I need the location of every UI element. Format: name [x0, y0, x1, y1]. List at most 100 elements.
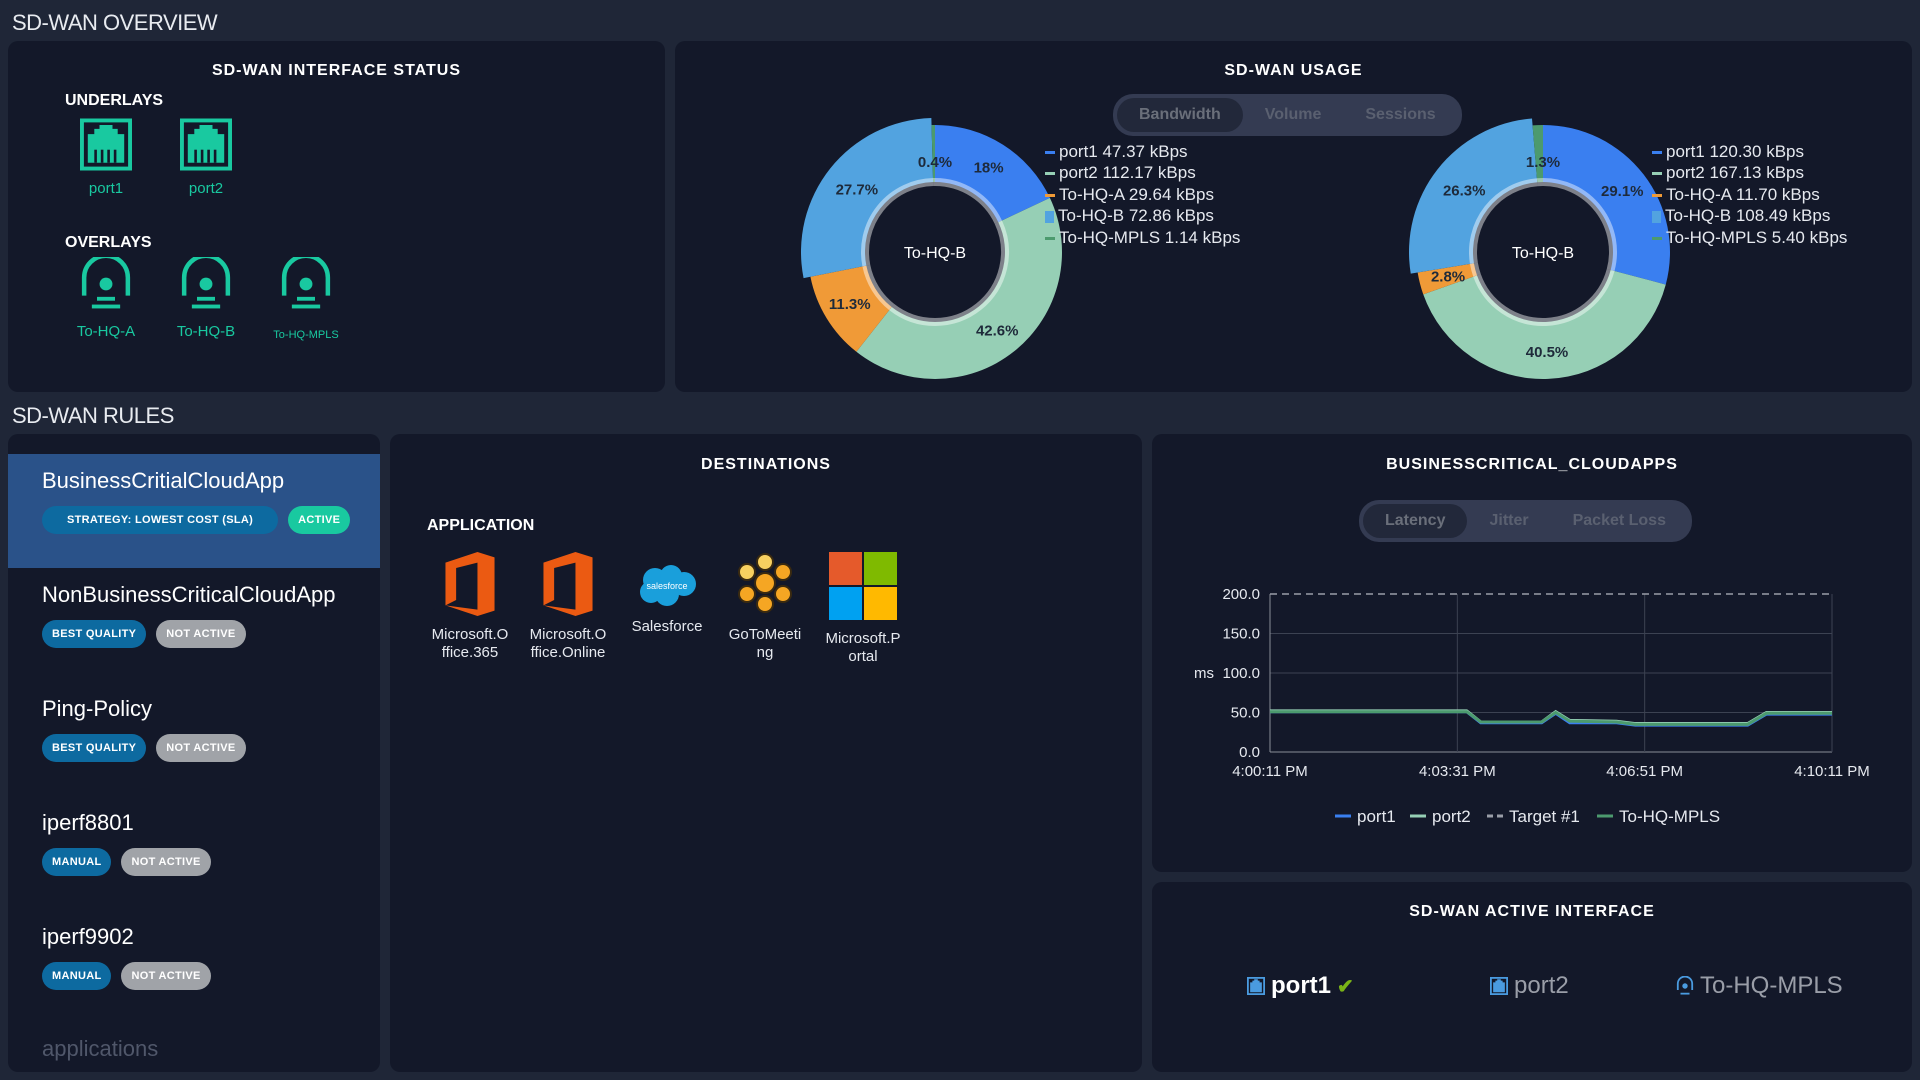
status-badge: ACTIVE: [288, 506, 351, 534]
legend-label: To-HQ-MPLS 5.40 kBps: [1666, 227, 1848, 247]
chart-legend-item[interactable]: To-HQ-MPLS: [1597, 807, 1720, 826]
legend-swatch: [1652, 236, 1662, 240]
tab-volume[interactable]: Volume: [1264, 106, 1322, 123]
y-axis-label: ms: [1194, 665, 1214, 682]
donut-inner-ring: [1469, 178, 1538, 264]
active-interface-panel: SD-WAN ACTIVE INTERFACE: [1152, 882, 1912, 1072]
chart-legend-item[interactable]: port1: [1335, 807, 1396, 826]
rule-item[interactable]: NonBusinessCriticalCloudApp BEST QUALITY…: [8, 568, 380, 682]
port-icon[interactable]: [180, 118, 232, 176]
legend-item[interactable]: To-HQ-MPLS 1.14 kBps: [1045, 227, 1240, 248]
y-tick-label: 200.0: [1222, 586, 1260, 603]
tab-sessions[interactable]: Sessions: [1365, 106, 1436, 123]
active-interface-mpls[interactable]: To-HQ-MPLS: [1676, 972, 1843, 1000]
rule-name: NonBusinessCriticalCloudApp: [42, 582, 336, 607]
legend-item[interactable]: To-HQ-MPLS 5.40 kBps: [1652, 227, 1847, 248]
status-badge: NOT ACTIVE: [156, 734, 246, 762]
slice-percent-label: 11.3%: [829, 296, 871, 313]
legend-swatch: [1045, 151, 1055, 155]
legend-item[interactable]: To-HQ-B 72.86 kBps: [1045, 205, 1240, 226]
chart-legend-item[interactable]: port2: [1410, 807, 1471, 826]
legend-item[interactable]: To-HQ-A 11.70 kBps: [1652, 184, 1847, 205]
panel-title: BUSINESSCRITICAL_CLOUDAPPS: [1386, 456, 1678, 473]
donut-slice[interactable]: [810, 265, 892, 352]
strategy-badge: BEST QUALITY: [42, 734, 147, 762]
interface-name: port1: [1271, 972, 1331, 999]
strategy-badge: MANUAL: [42, 848, 112, 876]
rule-item[interactable]: Ping-Policy BEST QUALITY NOT ACTIVE: [8, 682, 380, 796]
legend-item[interactable]: To-HQ-A 29.64 kBps: [1045, 184, 1240, 205]
legend-label: port1: [1357, 807, 1396, 826]
app-gotomeeting[interactable]: GoToMeeti ng: [715, 550, 815, 662]
legend-label: To-HQ-MPLS 1.14 kBps: [1059, 227, 1241, 247]
rule-item[interactable]: BusinessCritialCloudApp STRATEGY: LOWEST…: [8, 454, 380, 568]
legend-item[interactable]: port1 47.37 kBps: [1045, 141, 1240, 162]
underlays-label: UNDERLAYS: [65, 92, 164, 109]
app-office-365[interactable]: Microsoft.O ffice.365: [420, 552, 520, 662]
legend-label: To-HQ-MPLS: [1619, 807, 1720, 826]
rule-item[interactable]: iperf9902 MANUAL NOT ACTIVE: [8, 910, 380, 1024]
tab-bandwidth[interactable]: Bandwidth: [1117, 98, 1243, 132]
destinations-panel: DESTINATIONS APPLICATION Microsoft.O ffi…: [390, 434, 1142, 1072]
rules-title: SD-WAN RULES: [12, 403, 174, 428]
legend-label: port1 120.30 kBps: [1666, 142, 1804, 161]
status-badge: NOT ACTIVE: [121, 848, 211, 876]
panel-title: SD-WAN ACTIVE INTERFACE: [1409, 903, 1655, 920]
slice-percent-label: 26.3%: [1443, 182, 1486, 199]
donut-inner-ring: [1473, 268, 1615, 326]
donut-slice[interactable]: [800, 118, 934, 279]
port-icon[interactable]: [80, 118, 132, 176]
salesforce-icon: salesforce: [640, 565, 696, 606]
legend-swatch: [1045, 210, 1054, 223]
rule-name: iperf8801: [42, 810, 134, 835]
tab-packet-loss[interactable]: Packet Loss: [1572, 512, 1666, 529]
panel-title: SD-WAN USAGE: [1224, 62, 1363, 79]
rule-item[interactable]: iperf8801 MANUAL NOT ACTIVE: [8, 796, 380, 910]
donut-slice[interactable]: [1417, 263, 1478, 295]
active-interface-port2[interactable]: port2: [1490, 972, 1569, 1000]
donut-center-label: To-HQ-B: [1512, 245, 1574, 262]
status-badge: NOT ACTIVE: [121, 962, 211, 990]
donut-slice[interactable]: [1423, 269, 1666, 380]
donut-slice[interactable]: [1532, 125, 1543, 183]
app-label: ng: [756, 644, 774, 661]
port-icon: [1247, 977, 1265, 995]
chart-legend-item[interactable]: Target #1: [1487, 807, 1580, 826]
active-interface-port1[interactable]: port1 ✔: [1247, 972, 1354, 1000]
rule-name: Ping-Policy: [42, 696, 153, 721]
usage-panel: SD-WAN USAGE Bandwidth Volume Sessions: [675, 41, 1912, 392]
donut-slice[interactable]: [1408, 118, 1538, 274]
legend-label: To-HQ-A 29.64 kBps: [1059, 184, 1214, 204]
legend-swatch: [1045, 193, 1055, 197]
x-tick-label: 4:03:31 PM: [1419, 763, 1496, 780]
slice-percent-label: 0.4%: [918, 154, 952, 171]
legend-item[interactable]: port1 120.30 kBps: [1652, 141, 1847, 162]
app-office-online[interactable]: Microsoft.O ffice.Online: [518, 552, 618, 662]
tab-latency[interactable]: Latency: [1363, 504, 1468, 538]
donut-slice[interactable]: [1543, 125, 1671, 285]
overlays-label: OVERLAYS: [65, 234, 152, 251]
legend-label: port2 112.17 kBps: [1059, 163, 1196, 183]
app-microsoft-portal[interactable]: Microsoft.P ortal: [813, 552, 913, 666]
legend-item[interactable]: port2 112.17 kBps: [1045, 162, 1240, 183]
microsoft-icon: [829, 552, 897, 620]
legend-item[interactable]: To-HQ-B 108.49 kBps: [1652, 205, 1847, 226]
donut-slice[interactable]: [935, 125, 1050, 223]
legend-item[interactable]: port2 167.13 kBps: [1652, 162, 1847, 183]
rule-name: iperf9902: [42, 924, 134, 949]
app-salesforce[interactable]: salesforce Salesforce: [617, 564, 717, 636]
panel-title: SD-WAN INTERFACE STATUS: [211, 62, 462, 79]
office-icon: [445, 552, 495, 616]
slice-percent-label: 29.1%: [1601, 183, 1644, 200]
donut-inner-ring: [1542, 178, 1617, 271]
y-tick-label: 100.0: [1222, 665, 1260, 682]
donut-legend: port1 47.37 kBps port2 112.17 kBps To-HQ-A…: [1045, 141, 1240, 248]
donut-slice[interactable]: [856, 197, 1062, 379]
donut-inner-ring: [889, 220, 1009, 326]
strategy-badge: STRATEGY: LOWEST COST (SLA): [42, 506, 279, 534]
tab-jitter[interactable]: Jitter: [1489, 512, 1529, 529]
donut-slice[interactable]: [931, 125, 935, 183]
app-label: ffice.365: [441, 644, 499, 661]
application-label: APPLICATION: [427, 517, 535, 534]
series-line-to-hq-mpls: [1270, 710, 1832, 726]
